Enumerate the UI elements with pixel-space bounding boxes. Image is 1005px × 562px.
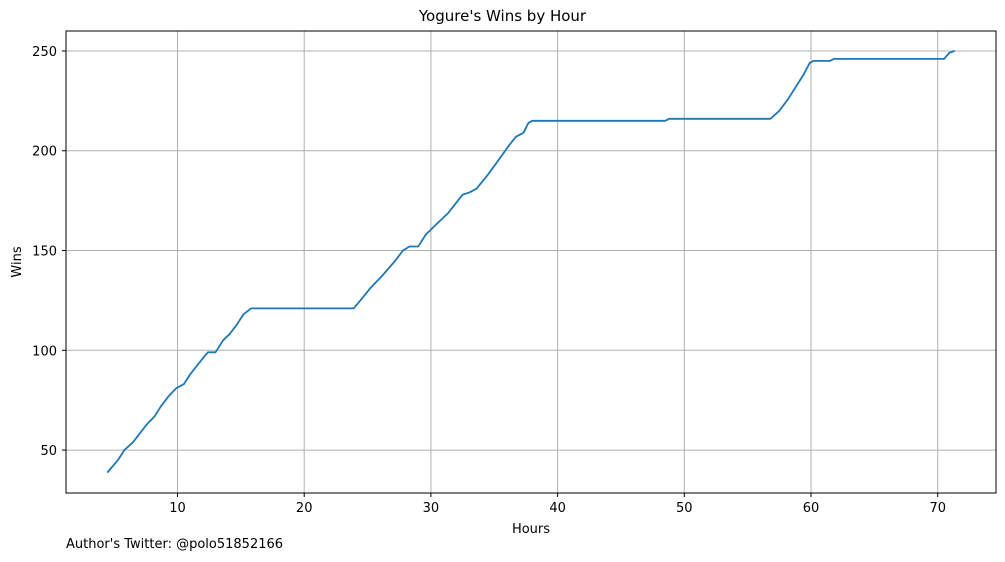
x-tick-label: 40 [549,501,566,516]
y-tick-label: 100 [32,344,57,359]
x-tick-label: 60 [803,501,820,516]
x-tick-label: 70 [929,501,946,516]
y-tick-label: 200 [32,145,57,160]
y-tick-label: 150 [32,245,57,260]
y-tick-label: 250 [32,45,57,60]
x-tick-label: 30 [423,501,440,516]
x-tick-label: 50 [676,501,693,516]
grid-lines [66,31,996,493]
x-tick-label: 10 [169,501,186,516]
series-layer [106,50,956,473]
plot-frame [65,30,997,494]
x-axis-label: Hours [512,522,550,537]
author-credit: Author's Twitter: @polo51852166 [66,537,284,552]
chart-title: Yogure's Wins by Hour [418,7,587,25]
y-tick-label: 50 [40,444,57,459]
wins-series-line [106,50,956,473]
x-tick-label: 20 [296,501,313,516]
axis-ticks: 10 20 30 40 50 60 70 50 100 150 200 250 [32,45,946,516]
y-axis-label: Wins [10,246,25,277]
